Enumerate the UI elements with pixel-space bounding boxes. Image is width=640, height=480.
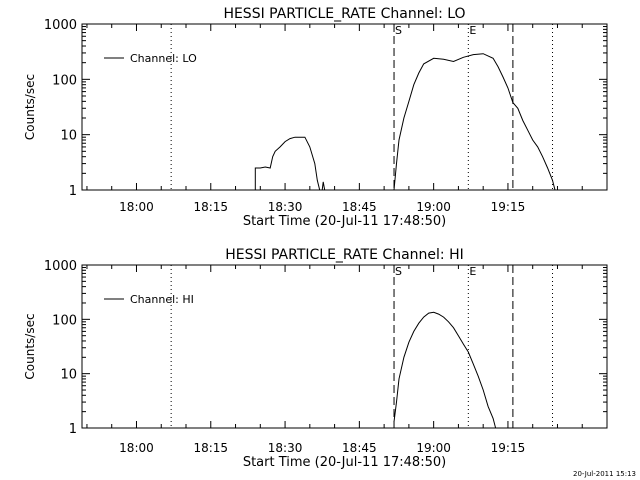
marker-label: E (469, 265, 476, 278)
x-tick-label: 18:45 (342, 441, 377, 455)
y-tick-label: 10 (60, 129, 77, 144)
plot-frame (81, 264, 608, 429)
chart-panel-lo: HESSI PARTICLE_RATE Channel: LO 18:00 18:1… (23, 6, 608, 229)
x-axis-label: Start Time (20-Jul-11 17:48:50) (243, 455, 446, 470)
y-tick-label: 1000 (44, 18, 77, 33)
legend-label: Channel: LO (130, 52, 197, 65)
y-axis-label: Counts/sec (23, 74, 37, 140)
y-tick-label: 100 (52, 313, 77, 328)
x-axis-label: Start Time (20-Jul-11 17:48:50) (243, 214, 446, 229)
chart-panel-hi: HESSI PARTICLE_RATE Channel: HI 18:00 18:1… (23, 247, 608, 470)
x-tick-label: 19:15 (491, 441, 526, 455)
y-axis-label: Counts/sec (23, 313, 37, 379)
x-tick-label: 18:00 (119, 441, 154, 455)
timestamp-label: 20-Jul-2011 15:13 (573, 470, 636, 478)
chart-title: HESSI PARTICLE_RATE Channel: LO (223, 6, 465, 22)
marker-label: S (395, 265, 402, 278)
marker-label: E (469, 24, 476, 37)
x-tick-label: 19:00 (416, 441, 451, 455)
x-tick-label: 19:00 (416, 200, 451, 214)
series-line (393, 311, 497, 429)
x-tick-label: 18:00 (119, 200, 154, 214)
plot-frame (81, 23, 608, 191)
x-tick-label: 18:15 (193, 441, 228, 455)
x-tick-label: 19:15 (491, 200, 526, 214)
y-tick-label: 1 (69, 422, 77, 437)
x-tick-label: 18:45 (342, 200, 377, 214)
y-tick-label: 1 (69, 184, 77, 199)
y-tick-label: 100 (52, 73, 77, 88)
x-tick-label: 18:15 (193, 200, 228, 214)
marker-label: S (395, 24, 402, 37)
legend-label: Channel: HI (130, 293, 194, 306)
x-tick-label: 18:30 (268, 441, 303, 455)
y-tick-label: 10 (60, 368, 77, 383)
chart-title: HESSI PARTICLE_RATE Channel: HI (225, 247, 463, 263)
series-line (393, 53, 556, 191)
x-tick-label: 18:30 (268, 200, 303, 214)
y-tick-label: 1000 (44, 259, 77, 274)
series-line (321, 181, 326, 191)
series-line (254, 136, 321, 191)
